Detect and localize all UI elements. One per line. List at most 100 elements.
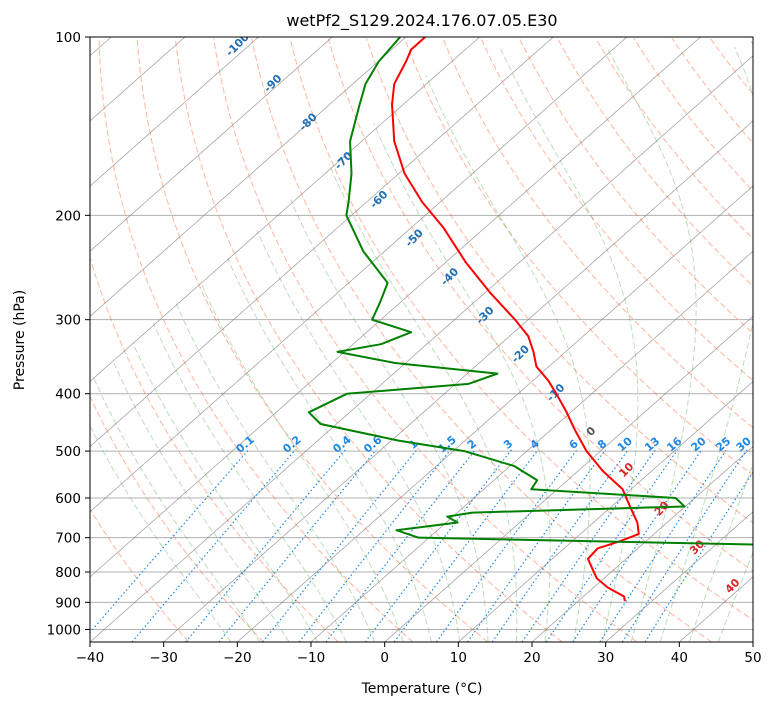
- isotherm-line: [90, 37, 701, 578]
- moist-adiabat-line: [606, 46, 697, 642]
- x-tick-label: −20: [223, 650, 252, 666]
- mixing-ratio-label: 0.1: [234, 433, 257, 455]
- y-axis-label: Pressure (hPa): [12, 290, 28, 390]
- x-tick-label: 50: [744, 650, 761, 666]
- isotherm-line: [90, 37, 407, 317]
- dry-adiabat-line: [90, 255, 339, 642]
- isotherm-line: [90, 37, 333, 252]
- mixing-ratio-label: 3: [501, 437, 515, 452]
- x-axis-label: Temperature (°C): [361, 681, 483, 697]
- dry-adiabat-line: [710, 38, 753, 95]
- adiabat-label: -50: [403, 226, 426, 249]
- isotherm-line: [752, 641, 753, 642]
- mixing-ratio-line: [325, 449, 476, 642]
- x-tick-label: 0: [380, 650, 389, 666]
- isotherm-line: [605, 511, 753, 642]
- dry-adiabat-line: [90, 508, 190, 642]
- isotherm-line: [90, 55, 753, 642]
- y-tick-label: 800: [55, 565, 81, 581]
- mixing-ratio-label: 36: [755, 434, 775, 454]
- adiabat-label: -100: [223, 30, 252, 59]
- temperature-profile-line: [391, 37, 640, 602]
- adiabat-label: 40: [723, 576, 743, 596]
- dry-adiabat-line: [327, 38, 753, 572]
- y-tick-label: 900: [55, 595, 81, 611]
- adiabat-label: -20: [509, 342, 532, 365]
- mixing-ratio-line: [218, 449, 377, 642]
- mixing-ratio-label: 0.4: [330, 433, 354, 456]
- dry-adiabat-line: [98, 38, 414, 642]
- moist-adiabat-line: [226, 257, 432, 642]
- chart-title: wetPf2_S129.2024.176.07.05.E30: [286, 11, 557, 31]
- y-tick-label: 700: [55, 531, 81, 547]
- x-tick-label: 30: [597, 650, 614, 666]
- mixing-ratio-line: [521, 449, 656, 642]
- x-tick-label: −40: [76, 650, 105, 666]
- mixing-ratio-label: 8: [595, 437, 609, 452]
- y-tick-label: 200: [55, 208, 81, 224]
- isotherm-line: [90, 37, 480, 382]
- adiabat-label: -60: [367, 188, 390, 211]
- moist-adiabat-line: [425, 74, 591, 642]
- axes: −40 −30 −20 −10 0 10 20 30 40 50 100 200 300 400 500 60…: [47, 30, 762, 666]
- dry-adiabat-line: [480, 38, 753, 381]
- dry-adiabat-line: [366, 38, 753, 524]
- adiabat-label: -30: [473, 304, 496, 327]
- moist-adiabat-line: [152, 322, 347, 642]
- x-tick-label: −10: [297, 650, 326, 666]
- moist-adiabat-line: [373, 123, 551, 642]
- isotherm-line: [310, 250, 753, 642]
- isotherm-line: [90, 37, 259, 187]
- y-tick-label: 600: [55, 491, 81, 507]
- mixing-ratio-line: [298, 449, 452, 642]
- mixing-ratio-line: [262, 449, 418, 642]
- mixing-ratio-line: [185, 449, 346, 642]
- moist-adiabat-line: [174, 301, 376, 642]
- moist-adiabat-line: [93, 377, 261, 642]
- background-lines: [90, 37, 753, 642]
- profile-series: [307, 37, 753, 602]
- adiabat-label: -40: [438, 265, 461, 288]
- isotherm-line: [90, 37, 554, 448]
- dry-adiabat-line: [633, 38, 753, 192]
- moist-adiabat-line: [132, 342, 319, 642]
- moist-adiabat-line: [90, 424, 232, 642]
- moist-adiabat-line: [256, 230, 461, 642]
- moist-adiabat-line: [112, 360, 290, 642]
- moist-adiabat-line: [290, 199, 489, 642]
- mixing-ratio-line: [491, 449, 629, 642]
- dry-adiabat-line: [136, 38, 488, 642]
- dry-adiabat-line: [518, 38, 753, 334]
- y-tick-label: 300: [55, 313, 81, 329]
- y-tick-label: 400: [55, 387, 81, 403]
- dry-adiabat-line: [174, 38, 563, 642]
- mixing-ratio-line: [364, 449, 513, 642]
- isotherm-line: [163, 120, 753, 642]
- y-tick-label: 1000: [47, 622, 81, 638]
- moist-adiabat-line: [499, 46, 639, 642]
- moist-adiabat-line: [717, 550, 753, 642]
- mixing-ratio-line: [644, 470, 753, 642]
- isotherm-line: [237, 185, 753, 642]
- dry-adiabat-line: [442, 38, 753, 429]
- dry-adiabat-line: [595, 38, 753, 240]
- mixing-ratio-line: [131, 449, 296, 642]
- isotherm-line: [90, 37, 628, 513]
- dry-adiabat-line: [671, 38, 753, 144]
- mixing-ratio-line: [467, 449, 606, 642]
- moist-adiabat-line: [200, 282, 404, 642]
- mixing-ratio-label: 0.2: [280, 433, 303, 455]
- isotherm-line: [531, 446, 753, 642]
- mixing-ratio-line: [599, 449, 727, 642]
- y-tick-label: 100: [55, 30, 81, 46]
- plot-frame: [89, 36, 754, 643]
- moist-adiabat-line: [688, 462, 753, 642]
- mixing-ratio-label: 1.5: [436, 433, 459, 455]
- x-tick-label: 40: [671, 650, 688, 666]
- y-tick-label: 500: [55, 444, 81, 460]
- mixing-ratio-line: [572, 449, 703, 642]
- x-tick-label: −30: [149, 650, 178, 666]
- adiabat-label: 10: [616, 460, 636, 480]
- x-tick-label: 20: [523, 650, 540, 666]
